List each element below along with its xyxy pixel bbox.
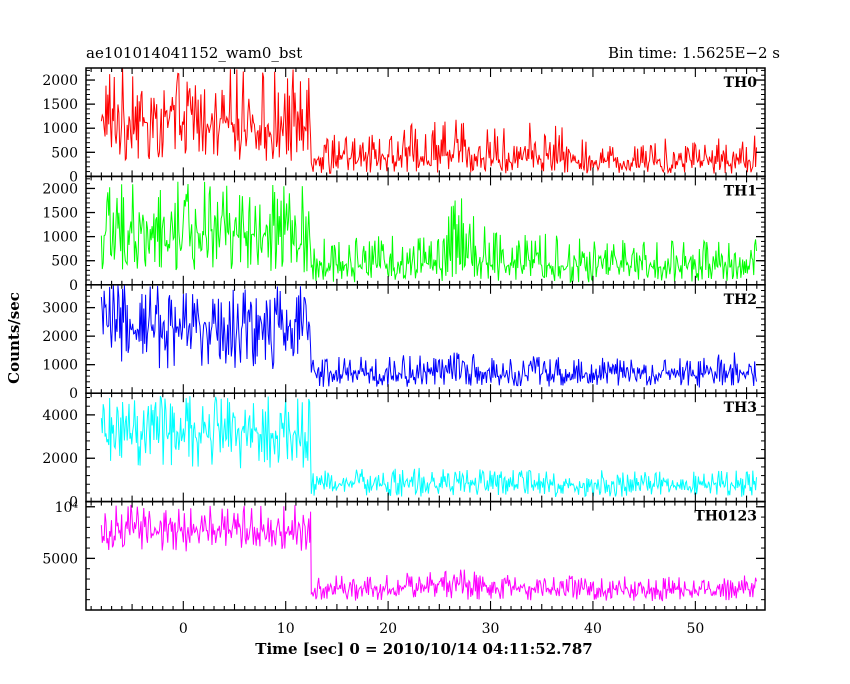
chart-title: ae101014041152_wam0_bst — [86, 44, 302, 62]
series-th0 — [100, 68, 757, 175]
y-tick-label: 1000 — [42, 358, 78, 374]
y-tick-label: 10⁴ — [55, 500, 79, 516]
x-tick-label: 30 — [482, 621, 500, 637]
y-tick-label: 1000 — [42, 121, 78, 137]
panel-frame — [85, 500, 766, 611]
y-tick-label: 0 — [69, 386, 78, 402]
x-tick-label: 20 — [379, 621, 397, 637]
y-tick-label: 500 — [51, 145, 78, 161]
x-tick-label: 40 — [584, 621, 602, 637]
panel-label-th2: TH2 — [724, 292, 757, 308]
bin-time-label: Bin time: 1.5625E−2 s — [608, 44, 780, 62]
panel-label-th0123: TH0123 — [694, 509, 757, 525]
y-tick-label: 0 — [69, 169, 78, 185]
y-tick-label: 1500 — [42, 206, 78, 222]
panel-th3: 0 2000 4000 TH3 — [42, 392, 766, 511]
x-tick-label: 10 — [277, 621, 295, 637]
panel-th1: 0 500 1000 1500 2000 TH1 — [42, 175, 766, 294]
x-axis-label: Time [sec] 0 = 2010/10/14 04:11:52.787 — [255, 640, 592, 658]
series-th1 — [100, 181, 757, 284]
y-tick-label: 0 — [69, 278, 78, 294]
panel-label-th1: TH1 — [724, 183, 757, 199]
y-tick-label: 3000 — [42, 301, 78, 317]
series-th3 — [100, 395, 757, 498]
y-tick-label: 1000 — [42, 230, 78, 246]
series-th0123 — [100, 504, 757, 602]
y-tick-label: 0 — [69, 495, 78, 511]
panel-label-th3: TH3 — [724, 400, 757, 416]
panel-th0: 0 500 1000 1500 2000 TH0 — [42, 67, 766, 185]
y-axis-label: Counts/sec — [5, 292, 23, 384]
y-tick-label: 2000 — [42, 73, 78, 89]
series-th2 — [100, 285, 757, 388]
panel-label-th0: TH0 — [724, 75, 758, 91]
y-tick-label: 1500 — [42, 97, 78, 113]
y-tick-label: 2000 — [42, 329, 78, 345]
y-tick-label: 500 — [51, 254, 78, 270]
y-tick-label: 5000 — [42, 551, 78, 567]
y-tick-label: 2000 — [42, 181, 78, 197]
y-tick-label: 2000 — [42, 451, 78, 467]
y-tick-label: 4000 — [42, 408, 78, 424]
x-tick-label: 0 — [179, 621, 188, 637]
panel-th0123: 5000 10⁴ TH0123 — [42, 500, 766, 611]
x-tick-label: 50 — [686, 621, 704, 637]
panel-frame — [85, 67, 766, 178]
panel-th2: 0 1000 2000 3000 TH2 — [42, 284, 766, 402]
